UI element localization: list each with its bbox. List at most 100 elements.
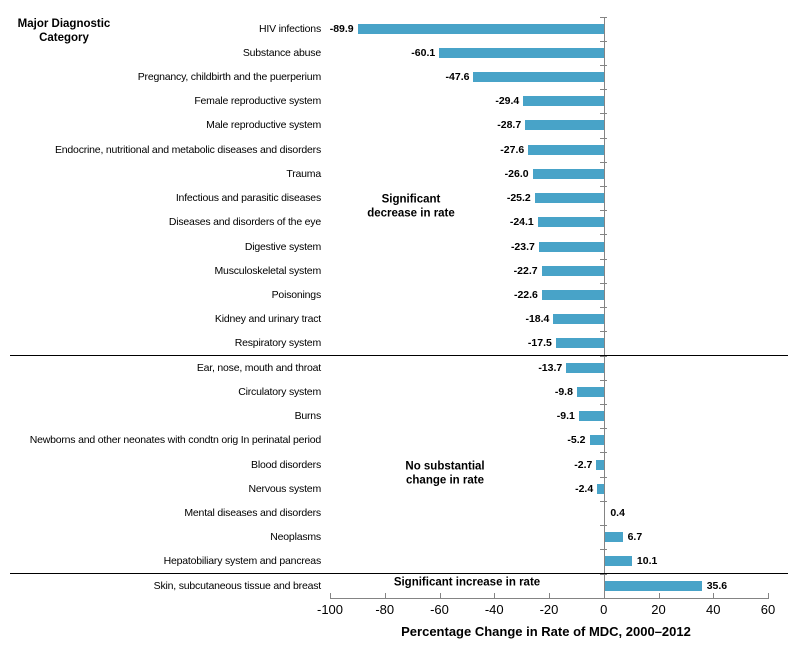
value-label: -89.9: [329, 22, 354, 35]
group-annotation-line: No substantial: [405, 460, 485, 473]
category-axis-tick: [599, 113, 607, 115]
category-label: Nervous system: [248, 482, 322, 495]
category-label: Hepatobiliary system and pancreas: [163, 555, 322, 568]
chart-category-axis-header: Major Diagnostic Category: [8, 17, 120, 45]
category-axis-tick: [599, 331, 607, 333]
value-label: -25.2: [506, 192, 531, 205]
x-axis-tick-label: -40: [484, 601, 504, 617]
header-line-2: Category: [39, 32, 89, 44]
bar: [604, 556, 632, 567]
bar: [597, 483, 604, 494]
category-label: Circulatory system: [238, 385, 321, 398]
bar: [541, 290, 604, 301]
category-label: Blood disorders: [251, 458, 321, 471]
x-axis-tick-label: 0: [600, 601, 608, 617]
x-axis-tick-label: 40: [706, 601, 721, 617]
category-label: HIV infections: [259, 22, 321, 35]
category-label: Pregnancy, childbirth and the puerperium: [137, 71, 321, 84]
value-label: -22.7: [513, 264, 538, 277]
value-label: -29.4: [495, 95, 520, 108]
value-label: -28.7: [497, 119, 522, 132]
category-axis-tick: [599, 64, 607, 66]
value-label: 35.6: [706, 579, 728, 592]
category-axis-tick: [599, 186, 607, 188]
category-label: Male reproductive system: [206, 119, 321, 132]
value-label: -2.7: [574, 458, 593, 471]
bar: [604, 532, 623, 543]
x-axis-tick: [713, 592, 715, 598]
bar: [439, 47, 604, 58]
value-label: -17.5: [527, 337, 552, 350]
category-axis-tick: [599, 549, 607, 551]
group-divider: [10, 354, 788, 357]
bar: [537, 217, 604, 228]
bar: [538, 241, 604, 252]
bar: [566, 362, 604, 373]
category-axis-tick: [599, 258, 607, 260]
category-label: Ear, nose, mouth and throat: [196, 361, 321, 374]
category-axis-tick: [599, 89, 607, 91]
category-axis-tick: [599, 525, 607, 527]
value-label: 10.1: [636, 555, 658, 568]
group-divider: [10, 572, 788, 575]
category-axis-tick: [599, 282, 607, 284]
category-axis-tick: [599, 452, 607, 454]
group-annotation: Significant increase in rate: [394, 576, 540, 590]
category-label: Infectious and parasitic diseases: [175, 192, 321, 205]
bar: [604, 508, 606, 519]
bar: [541, 265, 604, 276]
category-axis-tick: [599, 161, 607, 163]
x-axis-tick: [439, 592, 441, 598]
category-axis-tick: [599, 307, 607, 309]
value-label: -2.4: [575, 482, 594, 495]
group-annotation-line: Significant increase in rate: [393, 576, 541, 589]
group-annotation-line: Significant: [381, 193, 441, 206]
group-annotation: No substantial change in rate: [405, 461, 484, 488]
bar: [357, 23, 604, 34]
x-axis-tick: [384, 592, 386, 598]
x-axis-tick-label: -20: [539, 601, 559, 617]
value-label: -27.6: [500, 143, 525, 156]
category-label: Musculoskeletal system: [214, 264, 322, 277]
category-label: Neoplasms: [270, 531, 321, 544]
value-label: -5.2: [567, 434, 586, 447]
category-label: Substance abuse: [242, 46, 321, 59]
bar: [589, 435, 604, 446]
bar: [528, 144, 604, 155]
bar: [525, 120, 604, 131]
value-label: 0.4: [610, 507, 625, 520]
x-axis-tick-label: -60: [430, 601, 449, 617]
category-axis-tick: [599, 137, 607, 139]
x-axis-tick-label: -100: [316, 601, 344, 617]
category-axis-tick: [599, 40, 607, 42]
value-label: -60.1: [411, 46, 436, 59]
value-label: -18.4: [525, 313, 550, 326]
bar: [532, 168, 604, 179]
x-axis-tick-label: 20: [651, 601, 666, 617]
x-axis-tick: [768, 592, 769, 598]
bar: [523, 96, 604, 107]
category-axis-tick: [599, 404, 607, 406]
category-axis-tick: [599, 476, 607, 478]
bar: [604, 580, 702, 591]
value-label: -26.0: [504, 167, 529, 180]
value-label: -13.7: [538, 361, 563, 374]
value-label: -47.6: [445, 71, 470, 84]
bar: [555, 338, 604, 349]
x-axis-title: Percentage Change in Rate of MDC, 2000–2…: [401, 624, 691, 639]
group-annotation: Significant decrease in rate: [367, 194, 455, 221]
category-label: Digestive system: [244, 240, 321, 253]
category-axis-tick: [599, 16, 607, 18]
bar: [534, 193, 604, 204]
x-axis-tick: [603, 592, 605, 598]
bar: [473, 72, 604, 83]
x-axis-tick-label: -80: [375, 601, 395, 617]
category-label: Poisonings: [271, 289, 322, 302]
category-label: Kidney and urinary tract: [214, 313, 321, 326]
x-axis-tick: [494, 592, 496, 598]
group-annotation-line: change in rate: [406, 474, 484, 486]
bar: [596, 459, 604, 470]
x-axis-tick: [549, 592, 550, 598]
value-label: -9.8: [554, 385, 573, 398]
